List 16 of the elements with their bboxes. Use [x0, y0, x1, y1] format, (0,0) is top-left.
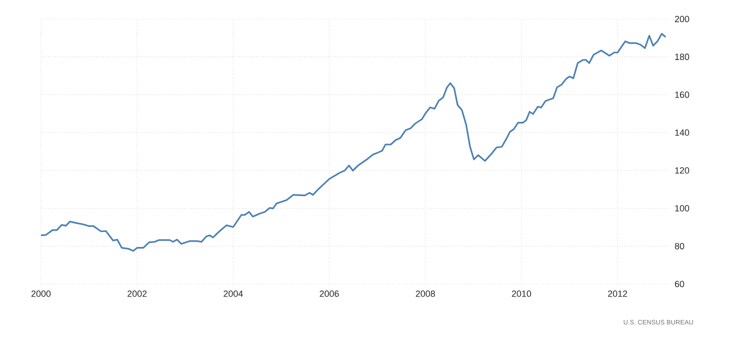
line-series	[41, 32, 666, 252]
x-tick-label: 2012	[608, 290, 628, 297]
y-tick-label: 200	[674, 16, 690, 22]
y-tick-label: 140	[675, 129, 690, 136]
y-tick-label: 60	[674, 280, 684, 288]
y-tick-label: 120	[675, 167, 690, 174]
x-tick-label: 2006	[320, 290, 339, 297]
x-tick-label: 2002	[128, 290, 147, 297]
y-tick-label: 180	[675, 54, 690, 60]
y-tick-label: 160	[675, 92, 690, 98]
x-tick-label: 2008	[416, 290, 435, 297]
y-tick-label: 100	[675, 205, 690, 212]
y-tick-label: 80	[674, 242, 684, 250]
x-tick-label: 2004	[224, 290, 243, 297]
x-tick-label: 2010	[512, 290, 532, 297]
x-tick-label: 2000	[31, 290, 51, 297]
